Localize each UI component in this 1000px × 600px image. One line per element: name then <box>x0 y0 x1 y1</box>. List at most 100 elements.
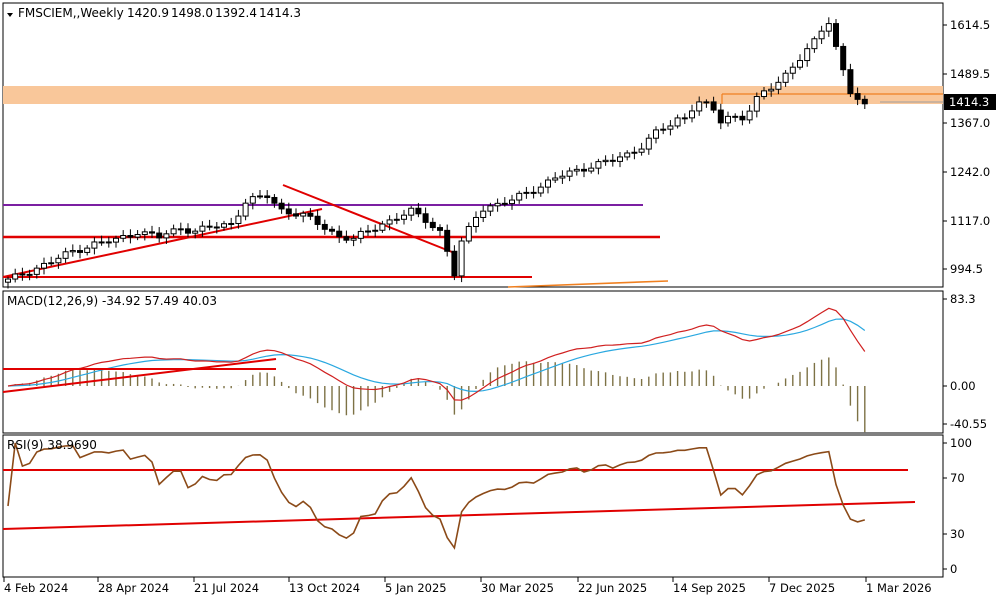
candle <box>91 241 98 249</box>
falling-trendline <box>282 184 453 253</box>
date-label: 5 Jan 2025 <box>385 581 447 595</box>
candle <box>854 93 861 100</box>
candle <box>199 225 206 232</box>
macd-label: MACD(12,26,9) -34.92 57.49 40.03 <box>7 294 217 308</box>
candle <box>581 168 587 172</box>
macd-tick-label: 83.3 <box>950 292 976 306</box>
candle <box>55 257 62 264</box>
date-axis: 4 Feb 2024 28 Apr 2024 21 Jul 2024 13 Oc… <box>3 577 932 595</box>
date-label: 30 Mar 2025 <box>481 581 554 595</box>
candle <box>804 48 811 62</box>
candle <box>163 233 170 239</box>
candle <box>5 278 11 283</box>
candle <box>343 236 350 241</box>
candle <box>393 218 400 221</box>
candle <box>624 152 631 158</box>
candle <box>559 175 566 179</box>
rsi-trendline <box>2 501 916 530</box>
candle <box>134 234 141 238</box>
candle <box>314 215 321 225</box>
macd-trendline <box>2 358 277 393</box>
candle <box>185 228 191 234</box>
candle <box>401 214 407 220</box>
candle <box>221 223 227 228</box>
candle <box>451 250 458 277</box>
candle <box>177 228 184 231</box>
price-tick-label: 1242.0 <box>950 165 990 179</box>
candle <box>206 225 213 228</box>
candle <box>537 186 544 194</box>
candle <box>516 192 523 201</box>
candle <box>357 230 364 239</box>
candle <box>429 221 436 229</box>
candle <box>141 231 148 236</box>
candle <box>98 241 105 244</box>
rsi-axis: 100 70 30 0 <box>943 436 972 576</box>
candle <box>365 230 371 233</box>
candle <box>329 228 335 232</box>
candle <box>595 161 602 169</box>
price-tick-label: 994.5 <box>950 262 983 276</box>
macd-tick-label: 0.00 <box>950 379 976 393</box>
candle <box>192 230 199 234</box>
candle <box>149 231 155 234</box>
candle <box>84 247 91 253</box>
candle <box>696 101 703 112</box>
candle <box>62 251 69 259</box>
candle <box>861 98 868 105</box>
candle <box>617 156 623 162</box>
candle <box>825 23 832 32</box>
header: FMSCIEM,,Weekly 1420.9 1498.0 1392.4 141… <box>7 6 301 20</box>
rsi-label: RSI(9) 38.9690 <box>7 438 97 452</box>
candle <box>588 167 595 172</box>
candle <box>667 125 674 130</box>
candle <box>509 199 515 205</box>
macd-tick-label: -40.55 <box>950 417 987 431</box>
candle <box>120 235 127 239</box>
candle <box>12 273 19 280</box>
candle <box>732 115 739 118</box>
ohlc-high: 1498.0 <box>171 6 213 20</box>
candle <box>725 115 731 124</box>
candle <box>710 101 717 111</box>
candle <box>811 38 818 50</box>
candle <box>235 215 242 224</box>
candle <box>278 202 285 210</box>
candle <box>156 232 163 239</box>
orange-trendline <box>507 280 669 288</box>
candle <box>631 151 638 154</box>
ohlc-open: 1420.9 <box>127 6 169 20</box>
candle <box>789 66 796 74</box>
candle <box>473 216 479 228</box>
candles <box>5 17 868 289</box>
candle <box>545 179 551 188</box>
candle <box>739 115 746 121</box>
candle <box>645 137 652 150</box>
price-tick-label: 1614.5 <box>950 18 990 32</box>
candle <box>300 212 307 217</box>
candle <box>530 191 537 194</box>
candle <box>127 235 134 238</box>
candle <box>105 241 112 244</box>
candle <box>350 237 357 241</box>
price-trendlines <box>2 93 943 288</box>
candle <box>487 205 494 212</box>
rsi-tick-label: 100 <box>950 436 972 450</box>
candle <box>379 223 386 231</box>
price-tick-label: 1489.5 <box>950 67 990 81</box>
candle <box>523 191 530 194</box>
candle <box>768 88 775 92</box>
candle <box>566 170 573 177</box>
candle <box>307 212 314 217</box>
candle <box>386 219 393 225</box>
candle <box>321 223 328 230</box>
last-price-badge-text: 1414.3 <box>949 95 989 109</box>
macd-axis: 83.3 0.00 -40.55 <box>943 292 987 431</box>
candle <box>444 229 451 252</box>
candle <box>681 117 688 120</box>
candle <box>170 228 177 235</box>
date-label: 14 Sep 2025 <box>673 581 746 595</box>
candle <box>552 177 559 181</box>
macd-panel <box>2 290 944 434</box>
